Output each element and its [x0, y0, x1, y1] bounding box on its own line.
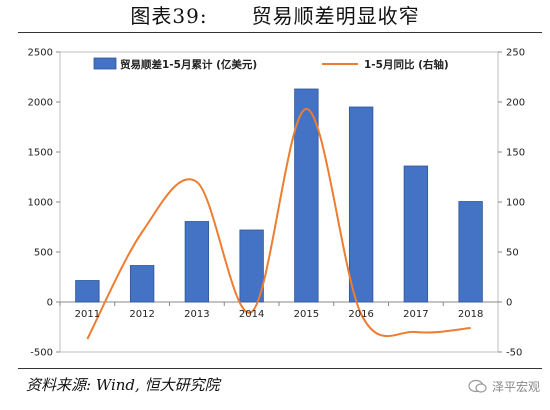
category-label: 2013: [184, 309, 209, 320]
watermark: 泽平宏观: [468, 378, 540, 395]
left-tick-label: 500: [34, 248, 53, 259]
left-tick-label: 2000: [28, 98, 53, 109]
bar: [294, 88, 319, 303]
figure-title: 贸易顺差明显收窄: [251, 4, 420, 28]
bar: [239, 229, 264, 303]
yoy-line: [86, 107, 471, 340]
category-label: 2016: [348, 309, 373, 320]
left-tick-label: 1500: [28, 148, 53, 159]
bar: [129, 265, 155, 303]
bar: [403, 165, 429, 303]
legend: 贸易顺差1-5月累计 (亿美元) 1-5月同比 (右轴): [93, 57, 449, 71]
right-tick-label: 150: [506, 148, 525, 159]
bottom-rule: [18, 368, 542, 369]
page-title: 图表39: 贸易顺差明显收窄: [0, 0, 550, 32]
legend-bar-swatch: [93, 57, 117, 70]
left-tick-label: 2500: [28, 48, 53, 59]
category-label: 2015: [294, 309, 319, 320]
bar: [348, 106, 374, 303]
bar: [458, 201, 483, 303]
bar-series: [75, 88, 483, 303]
right-tick-label: 50: [506, 248, 519, 259]
line-series: [86, 107, 471, 340]
category-label: 2012: [129, 309, 154, 320]
right-tick-label: -50: [506, 348, 522, 359]
category-label: 2018: [458, 309, 483, 320]
left-tick-label: 0: [47, 298, 53, 309]
right-tick-label: 0: [506, 298, 512, 309]
figure-label: 图表39:: [130, 4, 208, 28]
right-tick-label: 200: [506, 98, 525, 109]
chart: -50005001000150020002500-500501001502002…: [28, 48, 526, 359]
legend-line-label: 1-5月同比 (右轴): [364, 58, 449, 71]
watermark-text: 泽平宏观: [491, 380, 540, 394]
tick-labels: -50005001000150020002500-500501001502002…: [28, 48, 526, 359]
wechat-icon: [468, 379, 487, 393]
bar: [75, 280, 100, 303]
source-note: 资料来源: Wind, 恒大研究院: [26, 376, 220, 394]
right-tick-label: 100: [506, 198, 525, 209]
right-tick-label: 250: [506, 48, 525, 59]
category-label: 2011: [75, 309, 100, 320]
legend-bar-label: 贸易顺差1-5月累计 (亿美元): [120, 58, 257, 71]
category-label: 2017: [403, 309, 428, 320]
bar: [184, 221, 210, 303]
left-tick-label: -500: [30, 348, 53, 359]
left-tick-label: 1000: [28, 198, 53, 209]
category-label: 2014: [239, 309, 264, 320]
top-rule: [18, 32, 542, 33]
